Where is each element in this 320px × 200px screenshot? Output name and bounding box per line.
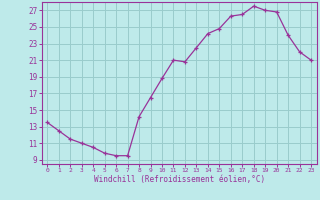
X-axis label: Windchill (Refroidissement éolien,°C): Windchill (Refroidissement éolien,°C) xyxy=(94,175,265,184)
